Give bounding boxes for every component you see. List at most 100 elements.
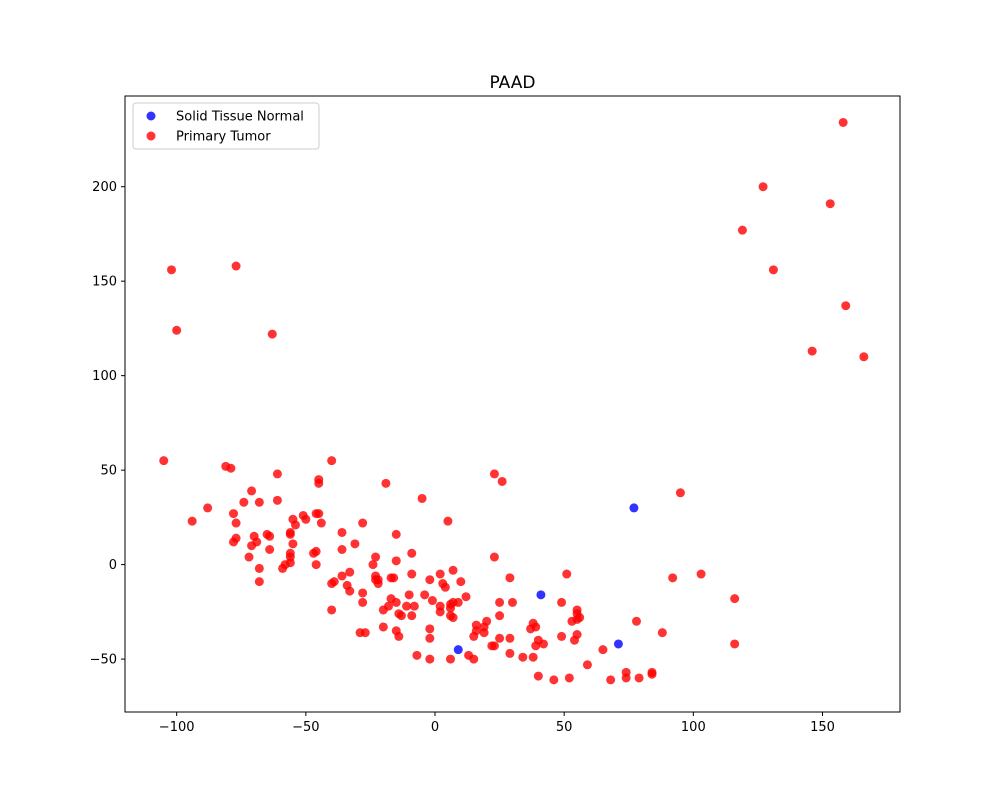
points-layer xyxy=(159,117,869,685)
point-primary-tumor-119 xyxy=(378,622,388,632)
point-primary-tumor-68 xyxy=(368,560,378,570)
point-primary-tumor-133 xyxy=(471,620,481,630)
point-primary-tumor-146 xyxy=(528,652,538,662)
point-primary-tumor-173 xyxy=(730,639,740,649)
point-primary-tumor-12 xyxy=(159,456,169,466)
point-primary-tumor-128 xyxy=(446,654,455,664)
point-primary-tumor-139 xyxy=(508,597,517,607)
point-primary-tumor-170 xyxy=(647,669,657,679)
x-tick-label: 50 xyxy=(556,720,573,735)
point-primary-tumor-79 xyxy=(327,579,337,589)
point-primary-tumor-23 xyxy=(417,493,427,503)
point-primary-tumor-85 xyxy=(386,573,396,583)
point-primary-tumor-112 xyxy=(453,597,463,607)
point-primary-tumor-124 xyxy=(425,624,435,634)
point-primary-tumor-1 xyxy=(172,325,182,335)
y-tick-label: 50 xyxy=(100,464,117,479)
point-primary-tumor-42 xyxy=(443,516,453,526)
point-primary-tumor-137 xyxy=(495,597,505,607)
x-tick-label: 100 xyxy=(681,720,706,735)
point-primary-tumor-171 xyxy=(657,628,667,638)
point-primary-tumor-52 xyxy=(288,539,298,549)
point-primary-tumor-143 xyxy=(505,633,515,643)
point-primary-tumor-161 xyxy=(570,635,579,645)
point-primary-tumor-7 xyxy=(737,225,747,235)
point-primary-tumor-2 xyxy=(231,261,241,271)
point-primary-tumor-19 xyxy=(381,478,391,488)
point-primary-tumor-94 xyxy=(562,569,572,579)
y-tick-label: 100 xyxy=(92,369,117,384)
point-primary-tumor-126 xyxy=(412,650,422,660)
point-primary-tumor-159 xyxy=(575,613,585,623)
point-primary-tumor-21 xyxy=(497,476,507,486)
point-primary-tumor-174 xyxy=(533,671,543,681)
point-primary-tumor-4 xyxy=(838,117,848,127)
point-primary-tumor-93 xyxy=(505,573,515,583)
point-primary-tumor-22 xyxy=(675,488,685,498)
point-primary-tumor-60 xyxy=(265,544,275,554)
point-primary-tumor-92 xyxy=(456,577,466,587)
point-primary-tumor-130 xyxy=(469,654,479,664)
point-primary-tumor-87 xyxy=(425,575,435,585)
point-primary-tumor-167 xyxy=(632,616,641,626)
point-primary-tumor-115 xyxy=(448,613,458,623)
point-primary-tumor-30 xyxy=(229,509,238,519)
point-primary-tumor-158 xyxy=(572,605,582,615)
point-primary-tumor-123 xyxy=(355,628,365,638)
point-primary-tumor-63 xyxy=(254,577,264,587)
plot-frame xyxy=(124,95,901,713)
point-primary-tumor-64 xyxy=(311,560,321,570)
point-primary-tumor-106 xyxy=(427,596,437,606)
axis-ticks: −100 −50 0 50 100 150 −50 0 50 100 150 200 xyxy=(90,180,835,735)
point-primary-tumor-69 xyxy=(391,556,401,566)
point-primary-tumor-70 xyxy=(407,548,417,558)
point-primary-tumor-81 xyxy=(345,586,355,596)
point-primary-tumor-104 xyxy=(404,590,414,600)
point-primary-tumor-91 xyxy=(448,565,458,575)
point-primary-tumor-153 xyxy=(557,597,567,607)
point-primary-tumor-54 xyxy=(311,546,321,556)
legend-marker-primary-tumor xyxy=(146,131,156,141)
point-primary-tumor-145 xyxy=(518,652,528,662)
point-primary-tumor-88 xyxy=(435,569,445,579)
point-primary-tumor-168 xyxy=(634,673,644,683)
point-primary-tumor-61 xyxy=(244,552,254,562)
point-primary-tumor-6 xyxy=(825,199,835,209)
point-primary-tumor-105 xyxy=(420,590,430,600)
point-primary-tumor-66 xyxy=(350,539,360,549)
point-primary-tumor-20 xyxy=(489,469,499,479)
point-primary-tumor-149 xyxy=(531,622,541,632)
point-primary-tumor-117 xyxy=(396,611,406,621)
point-primary-tumor-154 xyxy=(557,631,567,641)
point-primary-tumor-59 xyxy=(278,563,288,573)
point-primary-tumor-166 xyxy=(621,673,631,683)
point-primary-tumor-136 xyxy=(482,616,492,626)
point-primary-tumor-141 xyxy=(489,641,499,651)
point-primary-tumor-108 xyxy=(435,607,445,617)
point-primary-tumor-152 xyxy=(539,639,548,649)
point-primary-tumor-127 xyxy=(425,654,435,664)
point-primary-tumor-31 xyxy=(231,518,241,528)
point-primary-tumor-40 xyxy=(285,529,295,539)
point-primary-tumor-25 xyxy=(239,497,249,507)
x-tick-label: −50 xyxy=(292,720,319,735)
point-primary-tumor-95 xyxy=(668,573,678,583)
point-primary-tumor-164 xyxy=(606,675,616,685)
point-primary-tumor-113 xyxy=(461,592,471,602)
x-tick-label: −100 xyxy=(159,720,195,735)
x-tick-label: 150 xyxy=(810,720,835,735)
point-primary-tumor-26 xyxy=(254,497,264,507)
point-primary-tumor-38 xyxy=(291,520,300,530)
point-primary-tumor-36 xyxy=(301,514,311,524)
point-primary-tumor-99 xyxy=(384,601,393,611)
y-tick-label: 150 xyxy=(92,275,117,290)
point-primary-tumor-65 xyxy=(337,544,347,554)
point-primary-tumor-28 xyxy=(203,503,213,513)
y-tick-label: 200 xyxy=(92,180,117,195)
point-primary-tumor-71 xyxy=(489,552,499,562)
point-primary-tumor-18 xyxy=(314,478,324,488)
point-primary-tumor-11 xyxy=(859,352,869,362)
point-primary-tumor-96 xyxy=(696,569,706,579)
legend-box xyxy=(132,102,320,150)
